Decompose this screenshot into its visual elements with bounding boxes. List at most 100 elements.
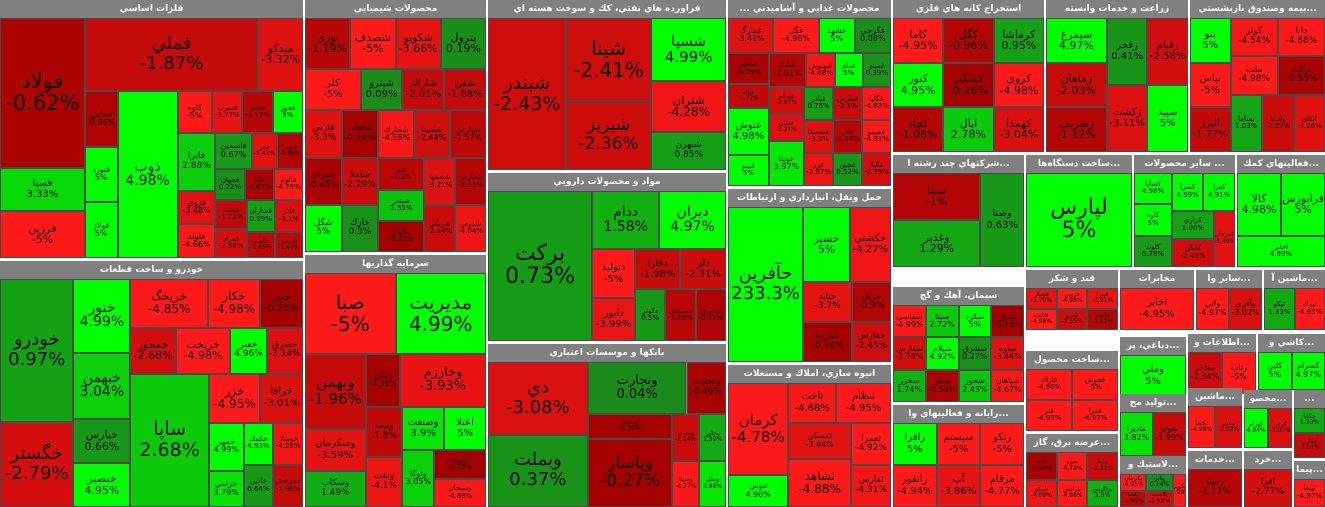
stock-tile[interactable]: شاراك -2.01% bbox=[402, 68, 445, 111]
stock-tile[interactable]: وخارزم -3.93% bbox=[400, 353, 486, 407]
stock-tile[interactable]: فرابورس 5% bbox=[1281, 173, 1325, 236]
stock-tile[interactable]: غگلپا -4.83% bbox=[862, 87, 891, 120]
sector-title[interactable]: سرمايه گذاريها bbox=[305, 255, 486, 273]
stock-tile[interactable]: تكشا -4.98% bbox=[1188, 406, 1215, 448]
stock-tile[interactable]: فالوم -4.79% bbox=[273, 168, 303, 200]
stock-tile[interactable]: كسرا 4.99% bbox=[1171, 173, 1204, 211]
stock-tile[interactable]: خاذين 0.64% bbox=[243, 464, 274, 507]
stock-tile[interactable]: دابور -3.99% bbox=[592, 298, 635, 341]
stock-tile[interactable]: ثعمرا -4.92% bbox=[851, 423, 891, 466]
stock-tile[interactable]: خچرخش -1.96% bbox=[273, 464, 303, 507]
stock-tile[interactable]: غنوش 4.98% bbox=[728, 107, 769, 155]
stock-tile[interactable]: خريخگ -4.85% bbox=[130, 279, 209, 328]
stock-tile[interactable]: رمپنا -1.17% bbox=[1188, 469, 1242, 507]
stock-tile[interactable]: خوساز -4.28% bbox=[273, 422, 303, 465]
stock-tile[interactable]: شسپا 4.99% bbox=[651, 18, 726, 82]
stock-tile[interactable]: سبتا -1% bbox=[893, 173, 981, 220]
stock-tile[interactable]: پكرمان -4.95% bbox=[1120, 474, 1147, 491]
sector-title[interactable]: ...محصو bbox=[1244, 390, 1292, 408]
stock-tile[interactable]: غشان -3.21% bbox=[768, 114, 805, 141]
sector-title[interactable]: مواد و محصولات دارويي bbox=[488, 173, 726, 191]
stock-tile[interactable]: اعتلا 5% bbox=[444, 406, 486, 451]
stock-tile[interactable]: سفاسي -4.99% bbox=[893, 305, 926, 338]
stock-tile[interactable]: بركت -0.55% bbox=[1277, 56, 1325, 95]
stock-tile[interactable]: سخوز 2.43% bbox=[958, 369, 992, 402]
stock-tile[interactable]: ثنظام -4.95% bbox=[836, 383, 891, 424]
stock-tile[interactable]: البرز -1.77% bbox=[1190, 107, 1231, 152]
stock-tile[interactable]: غبهنوش -4.48% bbox=[806, 53, 835, 88]
stock-tile[interactable]: سفارس -2.78% bbox=[893, 337, 926, 370]
stock-tile[interactable]: قپيرا -3.91% bbox=[1087, 288, 1118, 309]
stock-tile[interactable]: كرتي -3.07% bbox=[1268, 408, 1292, 448]
sector-title[interactable]: محصولات شيميايي bbox=[305, 0, 486, 18]
stock-tile[interactable]: خارك 0.3% bbox=[341, 204, 379, 252]
stock-tile[interactable]: ملت -4.98% bbox=[1230, 56, 1278, 95]
stock-tile[interactable]: غزر -3.97% bbox=[804, 153, 834, 186]
stock-tile[interactable]: خريخت -4.98% bbox=[175, 327, 231, 374]
stock-tile[interactable]: غسالم -2.97% bbox=[768, 87, 805, 114]
stock-tile[interactable]: دانا -4.88% bbox=[1277, 18, 1325, 57]
stock-tile[interactable]: سكرد 5% bbox=[958, 305, 992, 338]
stock-tile[interactable]: شپارس -1.57% bbox=[450, 110, 486, 159]
stock-tile[interactable]: كگل -0.96% bbox=[943, 18, 994, 63]
stock-tile[interactable]: فروي -3.48% bbox=[177, 190, 216, 225]
stock-tile[interactable]: كچاد -1.08% bbox=[893, 107, 944, 152]
stock-tile[interactable]: شگل 5% bbox=[305, 204, 342, 252]
stock-tile[interactable]: غشهد 5% bbox=[818, 18, 855, 54]
stock-tile[interactable]: اتكاي -3.36% bbox=[1293, 94, 1325, 152]
stock-tile[interactable]: دتوليد -5% bbox=[592, 249, 635, 299]
stock-tile[interactable]: ونيكي -0.38% bbox=[365, 353, 401, 407]
sector-title[interactable]: قند و شكر bbox=[1026, 270, 1118, 288]
stock-tile[interactable]: وغدير 1.29% bbox=[893, 220, 981, 267]
sector-title[interactable]: سيمان، آهك و گچ bbox=[893, 287, 1024, 305]
stock-tile[interactable]: دفارا -1.98% bbox=[634, 249, 681, 290]
stock-tile[interactable]: خرافا -3.01% bbox=[260, 373, 303, 423]
stock-tile[interactable]: فايرا 2.88% bbox=[177, 133, 216, 191]
stock-tile[interactable]: فنر -4.95% bbox=[1026, 400, 1072, 431]
stock-tile[interactable]: سيمرغ 4.97% bbox=[1046, 18, 1107, 63]
stock-tile[interactable]: فسديد -1.44% bbox=[274, 232, 303, 258]
stock-tile[interactable]: كرمان -4.78% bbox=[728, 383, 789, 475]
sector-title[interactable]: ...رايانه و فعاليتهاي وا bbox=[893, 405, 1024, 423]
stock-tile[interactable]: شيران -0.45% bbox=[305, 157, 342, 205]
stock-tile[interactable]: خبهمن 3.04% bbox=[73, 352, 131, 419]
stock-tile[interactable]: مرقام -4.77% bbox=[980, 465, 1024, 507]
sector-title[interactable]: ...عرضه برق، گاز bbox=[1026, 434, 1118, 452]
stock-tile[interactable]: خودرو 0.97% bbox=[0, 279, 74, 422]
sector-title[interactable]: ... bbox=[1294, 390, 1325, 408]
sector-title[interactable]: ...لاستيك و bbox=[1120, 456, 1186, 474]
sector-title[interactable]: ...ماشين bbox=[1188, 388, 1242, 406]
stock-tile[interactable]: كرازي 1.08% bbox=[1171, 210, 1214, 239]
stock-tile[interactable]: اخابر -4.95% bbox=[1120, 288, 1194, 330]
stock-tile[interactable]: خاور -0.25% bbox=[259, 279, 303, 328]
stock-tile[interactable]: ثشاهد -4.88% bbox=[788, 458, 852, 507]
sector-title[interactable]: ...ساير وا bbox=[1196, 270, 1262, 288]
stock-tile[interactable]: وتجارت -0.49% bbox=[686, 362, 726, 415]
stock-tile[interactable]: سيتا 2.72% bbox=[925, 305, 959, 338]
stock-tile[interactable]: ساپا 2.68% bbox=[130, 373, 209, 507]
stock-tile[interactable]: فاسمين 0.67% bbox=[215, 133, 252, 169]
sector-title[interactable]: ...فعاليتهاي كمك bbox=[1237, 155, 1325, 173]
stock-tile[interactable]: غچين 0.52% bbox=[833, 153, 863, 186]
stock-tile[interactable]: فولاژ 5% bbox=[84, 202, 118, 258]
sector-title[interactable]: ...بيمه وصندوق بازنشستي bbox=[1190, 0, 1325, 18]
stock-tile[interactable]: غشاذ -1.01% bbox=[768, 53, 807, 88]
stock-tile[interactable]: فرزين -5% bbox=[0, 210, 85, 258]
sector-title[interactable]: ...ساخت دستگاه‌ها bbox=[1026, 155, 1132, 173]
stock-tile[interactable]: شتران -4.28% bbox=[651, 81, 726, 132]
stock-tile[interactable]: وملي 5% bbox=[1120, 355, 1186, 397]
sector-title[interactable]: بانكها و موسسات اعتباري bbox=[488, 344, 726, 362]
stock-tile[interactable]: غفارس -2.1% bbox=[833, 87, 863, 120]
stock-tile[interactable]: وپست -2.14% bbox=[672, 414, 700, 461]
stock-tile[interactable]: تپكو 1.33% bbox=[1264, 288, 1295, 330]
stock-tile[interactable]: غبشهر -0.59% bbox=[728, 53, 769, 85]
stock-tile[interactable]: بترانس -4.98% bbox=[1056, 479, 1088, 507]
stock-tile[interactable]: خكار -4.98% bbox=[208, 279, 260, 328]
stock-tile[interactable]: وسبحان -4.89% bbox=[434, 478, 486, 507]
stock-tile[interactable]: دكوثر 0.5% bbox=[634, 289, 666, 341]
stock-tile[interactable]: ساوه -3.44% bbox=[991, 337, 1024, 370]
stock-tile[interactable]: فمرا -4.97% bbox=[1072, 400, 1118, 431]
stock-tile[interactable]: حتايد -3.7% bbox=[803, 282, 852, 323]
stock-tile[interactable]: اپال 2.78% bbox=[943, 107, 994, 152]
stock-tile[interactable]: حآفرين 233.3% bbox=[728, 207, 804, 362]
